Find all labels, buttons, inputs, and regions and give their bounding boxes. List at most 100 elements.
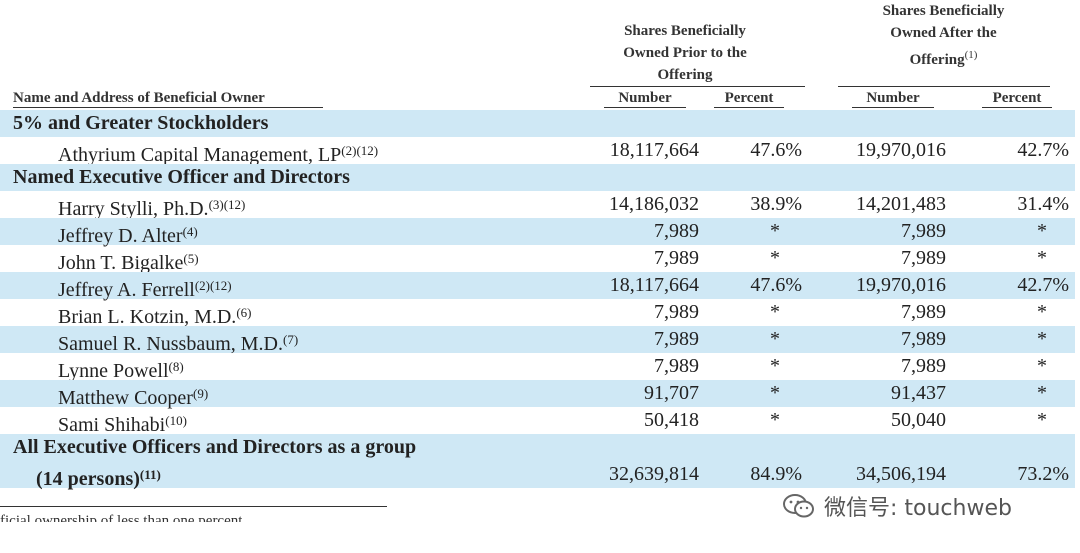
prior-number: 14,186,032	[609, 193, 699, 215]
prior-percent: *	[770, 247, 780, 269]
prior-number: 7,989	[654, 355, 699, 377]
footnote-ref: (4)	[182, 224, 198, 239]
total-row: All Executive Officers and Directors as …	[0, 434, 1075, 490]
owner-name: Samuel R. Nussbaum, M.D.(7)	[58, 332, 299, 355]
prior-number: 50,418	[644, 409, 699, 431]
total-label-line2: (14 persons)(11)	[36, 467, 161, 490]
after-number: 50,040	[891, 409, 946, 431]
owner-name: Jeffrey A. Ferrell(2)(12)	[58, 278, 232, 301]
prior-percent: *	[770, 328, 780, 350]
prior-percent: 47.6%	[750, 274, 802, 296]
prior-percent: *	[770, 220, 780, 242]
section-title: 5% and Greater Stockholders	[13, 112, 269, 134]
footnote-text: ficial ownership of less than one percen…	[0, 513, 243, 522]
section-title: Named Executive Officer and Directors	[13, 166, 350, 188]
owner-header-rule	[13, 107, 323, 108]
prior-percent: *	[770, 301, 780, 323]
footnote-ref: (2)(12)	[341, 143, 379, 158]
table-row: Brian L. Kotzin, M.D.(6) 7,989 * 7,989 *	[0, 299, 1075, 328]
prior-number: 7,989	[654, 247, 699, 269]
after-percent: *	[1037, 409, 1047, 431]
after-number: 19,970,016	[856, 139, 946, 161]
footnote-ref: (3)(12)	[208, 197, 246, 212]
section-row: 5% and Greater Stockholders	[0, 110, 1075, 137]
owner-name: Sami Shihabi(10)	[58, 413, 187, 436]
prior-percent: *	[770, 409, 780, 431]
prior-number: 18,117,664	[609, 274, 699, 296]
owner-name: John T. Bigalke(5)	[58, 251, 199, 274]
section-row: Named Executive Officer and Directors	[0, 164, 1075, 191]
footnote-ref: (10)	[165, 413, 187, 428]
wechat-icon	[783, 494, 814, 518]
after-offering-header: Shares Beneficially Owned After the Offe…	[882, 3, 1005, 68]
after-number: 7,989	[901, 355, 946, 377]
after-number-rule	[852, 107, 934, 108]
prior-percent-header: Percent	[724, 90, 774, 106]
after-percent: 31.4%	[1017, 193, 1069, 215]
prior-percent: 38.9%	[750, 193, 802, 215]
prior-percent: 47.6%	[750, 139, 802, 161]
table-row: Samuel R. Nussbaum, M.D.(7) 7,989 * 7,98…	[0, 326, 1075, 355]
after-number: 91,437	[891, 382, 946, 404]
owner-name: Matthew Cooper(9)	[58, 386, 209, 409]
owner-column-header: Name and Address of Beneficial Owner	[13, 90, 265, 106]
after-percent: *	[1037, 355, 1047, 377]
prior-number: 91,707	[644, 382, 699, 404]
table-row: Athyrium Capital Management, LP(2)(12) 1…	[0, 137, 1075, 166]
prior-number-header: Number	[618, 90, 672, 106]
total-label-line1: All Executive Officers and Directors as …	[13, 436, 417, 458]
table-row: Matthew Cooper(9) 91,707 * 91,437 *	[0, 380, 1075, 409]
footnote-ref: (9)	[192, 386, 209, 401]
prior-number: 18,117,664	[609, 139, 699, 161]
prior-number-rule	[604, 107, 686, 108]
total-after-percent: 73.2%	[1017, 463, 1069, 485]
table-row: Jeffrey A. Ferrell(2)(12) 18,117,664 47.…	[0, 272, 1075, 301]
after-number: 7,989	[901, 247, 946, 269]
owner-name: Brian L. Kotzin, M.D.(6)	[58, 305, 252, 328]
after-percent-header: Percent	[992, 90, 1042, 106]
prior-offering-header: Shares Beneficially Owned Prior to the O…	[623, 23, 747, 83]
total-after-number: 34,506,194	[856, 463, 946, 485]
table-row: John T. Bigalke(5) 7,989 * 7,989 *	[0, 245, 1075, 274]
footnote-ref: (6)	[236, 305, 252, 320]
prior-percent-rule	[714, 107, 784, 108]
after-percent: *	[1037, 382, 1047, 404]
footnote-ref: (11)	[139, 467, 161, 482]
owner-name: Lynne Powell(8)	[58, 359, 184, 382]
after-percent-rule	[982, 107, 1052, 108]
after-number: 14,201,483	[856, 193, 946, 215]
prior-header-rule	[590, 86, 805, 87]
after-number: 19,970,016	[856, 274, 946, 296]
owner-name: Harry Stylli, Ph.D.(3)(12)	[58, 197, 246, 220]
table-row: Lynne Powell(8) 7,989 * 7,989 *	[0, 353, 1075, 382]
prior-number: 7,989	[654, 328, 699, 350]
owner-name: Athyrium Capital Management, LP(2)(12)	[58, 143, 379, 166]
watermark-text: 微信号: touchweb	[824, 496, 1012, 521]
wechat-watermark: 微信号: touchweb	[782, 490, 1012, 522]
table-row: Harry Stylli, Ph.D.(3)(12) 14,186,032 38…	[0, 191, 1075, 220]
prior-number: 7,989	[654, 220, 699, 242]
table-row: Jeffrey D. Alter(4) 7,989 * 7,989 *	[0, 218, 1075, 247]
footnote-rule	[0, 506, 387, 507]
total-prior-number: 32,639,814	[609, 463, 699, 485]
after-percent: *	[1037, 247, 1047, 269]
after-percent: *	[1037, 328, 1047, 350]
prior-percent: *	[770, 355, 780, 377]
prior-number: 7,989	[654, 301, 699, 323]
owner-name: Jeffrey D. Alter(4)	[58, 224, 198, 247]
after-number-header: Number	[866, 90, 920, 106]
footnote-ref: (7)	[283, 332, 299, 347]
after-header-rule	[838, 86, 1050, 87]
after-percent: 42.7%	[1017, 274, 1069, 296]
after-number: 7,989	[901, 220, 946, 242]
footnote-ref: (2)(12)	[194, 278, 232, 293]
table-row: Sami Shihabi(10) 50,418 * 50,040 *	[0, 407, 1075, 436]
footnote-ref: (5)	[183, 251, 199, 266]
total-prior-percent: 84.9%	[750, 463, 802, 485]
footnote-ref: (8)	[168, 359, 184, 374]
prior-percent: *	[770, 382, 780, 404]
after-number: 7,989	[901, 301, 946, 323]
after-percent: *	[1037, 220, 1047, 242]
after-number: 7,989	[901, 328, 946, 350]
after-percent: 42.7%	[1017, 139, 1069, 161]
